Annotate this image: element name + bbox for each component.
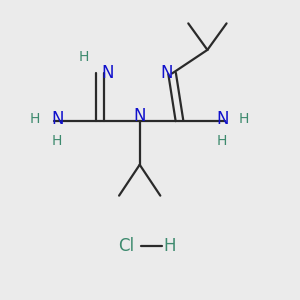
Text: H: H (52, 134, 62, 148)
Text: N: N (216, 110, 228, 128)
Text: H: H (217, 134, 227, 148)
Text: H: H (79, 50, 89, 64)
Text: Cl: Cl (118, 237, 134, 255)
Text: H: H (239, 112, 249, 126)
Text: N: N (160, 64, 172, 82)
Text: N: N (51, 110, 64, 128)
Text: H: H (163, 237, 175, 255)
Text: N: N (134, 107, 146, 125)
Text: N: N (101, 64, 114, 82)
Text: H: H (30, 112, 40, 126)
